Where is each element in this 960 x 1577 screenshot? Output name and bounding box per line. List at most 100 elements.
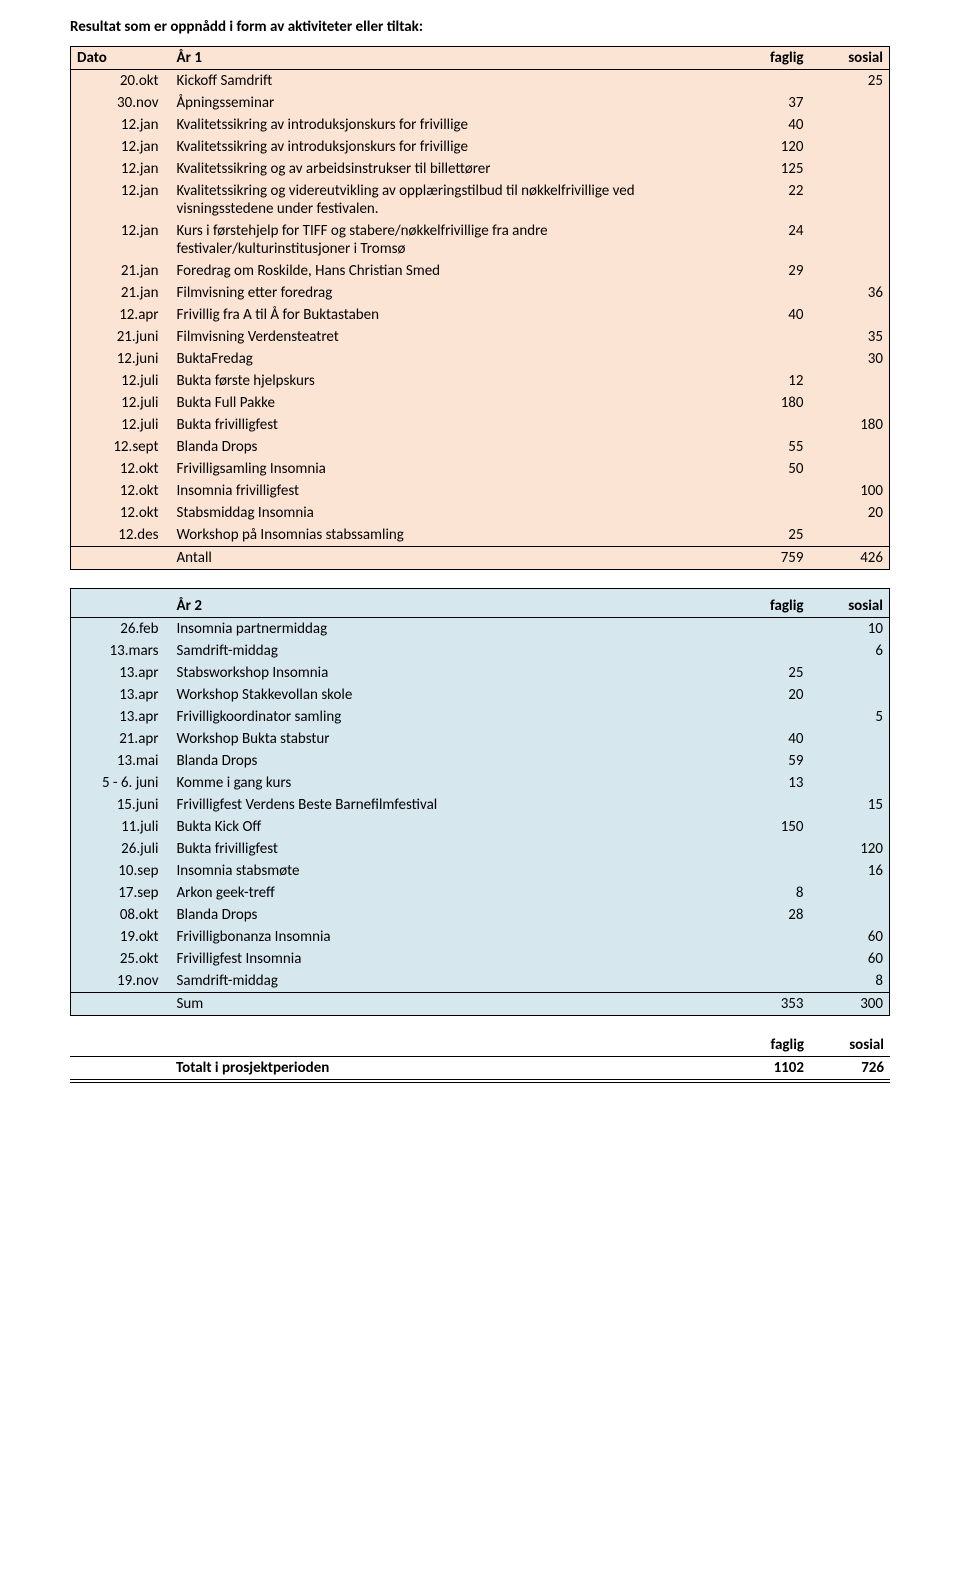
row-faglig: 150 bbox=[730, 816, 810, 838]
row-date: 08.okt bbox=[71, 904, 171, 926]
row-activity: Kvalitetssikring av introduksjonskurs fo… bbox=[171, 114, 730, 136]
year1-total-row: Antall 759 426 bbox=[71, 547, 890, 570]
row-sosial bbox=[810, 392, 890, 414]
table-row: 12.janKurs i førstehjelp for TIFF og sta… bbox=[71, 220, 890, 260]
row-faglig: 55 bbox=[730, 436, 810, 458]
row-activity: Filmvisning etter foredrag bbox=[171, 282, 730, 304]
row-activity: Insomnia stabsmøte bbox=[171, 860, 730, 882]
row-date: 20.okt bbox=[71, 70, 171, 93]
year2-header-row: År 2 faglig sosial bbox=[71, 595, 890, 618]
row-faglig bbox=[730, 970, 810, 993]
col-sosial: sosial bbox=[810, 595, 890, 618]
year2-total-faglig: 353 bbox=[730, 993, 810, 1016]
table-row: 12.desWorkshop på Insomnias stabssamling… bbox=[71, 524, 890, 547]
row-date: 11.juli bbox=[71, 816, 171, 838]
row-sosial bbox=[810, 260, 890, 282]
table-row: 13.aprFrivilligkoordinator samling5 bbox=[71, 706, 890, 728]
row-faglig bbox=[730, 326, 810, 348]
table-row: 10.sepInsomnia stabsmøte 16 bbox=[71, 860, 890, 882]
table-row: 12.janKvalitetssikring av introduksjonsk… bbox=[71, 136, 890, 158]
summary-grand-row: Totalt i prosjektperioden 1102 726 bbox=[70, 1057, 890, 1082]
row-faglig: 40 bbox=[730, 304, 810, 326]
row-sosial: 5 bbox=[810, 706, 890, 728]
row-faglig bbox=[730, 948, 810, 970]
row-sosial bbox=[810, 158, 890, 180]
row-date: 21.jan bbox=[71, 282, 171, 304]
table-row: 12.juniBuktaFredag30 bbox=[71, 348, 890, 370]
row-faglig: 37 bbox=[730, 92, 810, 114]
row-date: 13.apr bbox=[71, 662, 171, 684]
row-sosial bbox=[810, 524, 890, 547]
row-sosial: 6 bbox=[810, 640, 890, 662]
table-row: 08.oktBlanda Drops28 bbox=[71, 904, 890, 926]
row-faglig bbox=[730, 70, 810, 93]
row-faglig: 13 bbox=[730, 772, 810, 794]
table-row: 21.juniFilmvisning Verdensteatret35 bbox=[71, 326, 890, 348]
year1-header-row: Dato År 1 faglig sosial bbox=[71, 47, 890, 70]
table-row: 13.aprWorkshop Stakkevollan skole20 bbox=[71, 684, 890, 706]
row-sosial bbox=[810, 180, 890, 220]
row-sosial: 25 bbox=[810, 70, 890, 93]
row-date: 17.sep bbox=[71, 882, 171, 904]
table-row: 12.oktStabsmiddag Insomnia20 bbox=[71, 502, 890, 524]
table-row: 13.marsSamdrift-middag6 bbox=[71, 640, 890, 662]
row-sosial: 15 bbox=[810, 794, 890, 816]
row-date: 12.des bbox=[71, 524, 171, 547]
row-date: 13.apr bbox=[71, 706, 171, 728]
summary-grand-faglig: 1102 bbox=[730, 1057, 810, 1082]
row-faglig: 22 bbox=[730, 180, 810, 220]
year2-table: År 2 faglig sosial 26.febInsomnia partne… bbox=[70, 588, 890, 1016]
row-date: 13.mars bbox=[71, 640, 171, 662]
table-row: 15.juniFrivilligfest Verdens Beste Barne… bbox=[71, 794, 890, 816]
year1-total-label: Antall bbox=[171, 547, 730, 570]
col-activity: År 1 bbox=[171, 47, 730, 70]
row-sosial bbox=[810, 750, 890, 772]
year1-total-sosial: 426 bbox=[810, 547, 890, 570]
row-date: 19.nov bbox=[71, 970, 171, 993]
table-row: 12.janKvalitetssikring av introduksjonsk… bbox=[71, 114, 890, 136]
row-activity: Bukta Kick Off bbox=[171, 816, 730, 838]
table-row: 12.oktFrivilligsamling Insomnia50 bbox=[71, 458, 890, 480]
row-activity: Blanda Drops bbox=[171, 436, 730, 458]
row-sosial: 100 bbox=[810, 480, 890, 502]
row-faglig bbox=[730, 640, 810, 662]
row-activity: Bukta Full Pakke bbox=[171, 392, 730, 414]
table-row: 12.janKvalitetssikring og videreutviklin… bbox=[71, 180, 890, 220]
row-date: 12.jan bbox=[71, 180, 171, 220]
row-sosial bbox=[810, 92, 890, 114]
row-faglig bbox=[730, 838, 810, 860]
year2-total-label: Sum bbox=[171, 993, 730, 1016]
row-activity: Blanda Drops bbox=[171, 750, 730, 772]
row-activity: Kvalitetssikring og av arbeidsinstrukser… bbox=[171, 158, 730, 180]
row-faglig: 25 bbox=[730, 662, 810, 684]
row-sosial bbox=[810, 816, 890, 838]
row-date: 13.apr bbox=[71, 684, 171, 706]
row-faglig: 20 bbox=[730, 684, 810, 706]
summary-sosial-label: sosial bbox=[810, 1034, 890, 1057]
row-sosial: 16 bbox=[810, 860, 890, 882]
col-sosial: sosial bbox=[810, 47, 890, 70]
table-row: 12.septBlanda Drops55 bbox=[71, 436, 890, 458]
table-row: 20.oktKickoff Samdrift 25 bbox=[71, 70, 890, 93]
table-row: 21.janForedrag om Roskilde, Hans Christi… bbox=[71, 260, 890, 282]
row-date: 10.sep bbox=[71, 860, 171, 882]
row-faglig bbox=[730, 414, 810, 436]
row-sosial bbox=[810, 772, 890, 794]
row-faglig bbox=[730, 706, 810, 728]
row-date: 12.okt bbox=[71, 502, 171, 524]
row-faglig: 50 bbox=[730, 458, 810, 480]
row-activity: Bukta frivilligfest bbox=[171, 414, 730, 436]
row-activity: Workshop Stakkevollan skole bbox=[171, 684, 730, 706]
table-row: 11.juliBukta Kick Off150 bbox=[71, 816, 890, 838]
row-sosial: 35 bbox=[810, 326, 890, 348]
row-faglig: 28 bbox=[730, 904, 810, 926]
col-faglig: faglig bbox=[730, 47, 810, 70]
row-activity: Frivilligfest Insomnia bbox=[171, 948, 730, 970]
table-row: 12.oktInsomnia frivilligfest100 bbox=[71, 480, 890, 502]
row-activity: Workshop Bukta stabstur bbox=[171, 728, 730, 750]
row-activity: Kickoff Samdrift bbox=[171, 70, 730, 93]
year2-total-row: Sum 353 300 bbox=[71, 993, 890, 1016]
row-activity: Frivilligsamling Insomnia bbox=[171, 458, 730, 480]
row-date: 12.okt bbox=[71, 458, 171, 480]
row-activity: Filmvisning Verdensteatret bbox=[171, 326, 730, 348]
